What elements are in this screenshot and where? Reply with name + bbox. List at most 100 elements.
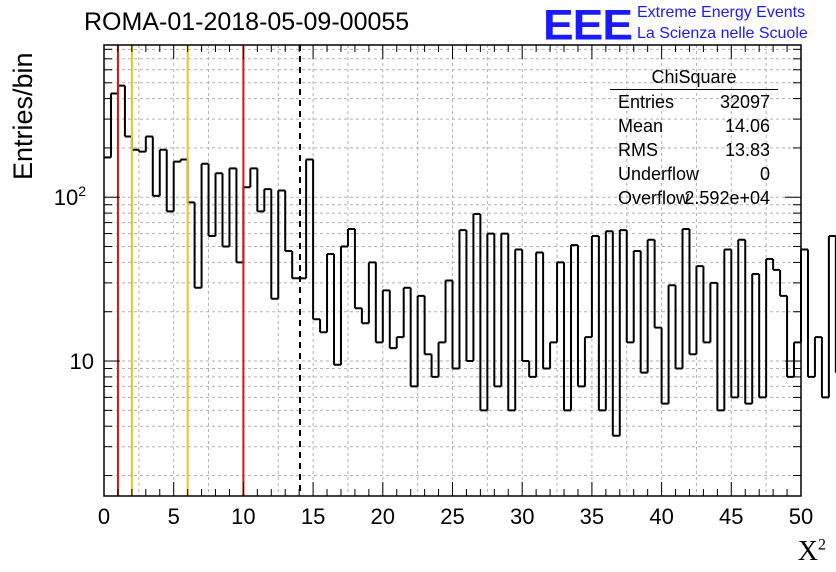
histogram-bin: [786, 295, 795, 378]
histogram-bin: [165, 149, 174, 213]
histogram-bin: [235, 168, 244, 264]
histogram-bin: [737, 238, 746, 398]
histogram-bin: [500, 232, 509, 387]
histogram-bin: [228, 167, 237, 247]
histogram-bin: [618, 229, 627, 436]
histogram-bin: [723, 248, 732, 411]
histogram-bin: [402, 286, 411, 338]
histogram-bin: [674, 285, 683, 370]
histogram-bin: [751, 272, 760, 404]
histogram-bin: [221, 173, 230, 248]
histogram-bin: [109, 92, 118, 158]
stats-key: Overflow: [618, 188, 690, 208]
stats-value: 32097: [719, 92, 770, 112]
histogram-bin: [430, 354, 439, 378]
histogram-bin: [179, 158, 188, 162]
stats-title: ChiSquare: [610, 66, 778, 90]
y-tick-label: 10: [70, 349, 94, 374]
histogram-bin: [702, 266, 711, 344]
stats-value: 2.592e+04: [684, 188, 770, 208]
histogram-bin: [158, 148, 167, 196]
logo-caption-line1: Extreme Energy Events: [637, 4, 806, 21]
stats-value: 14.06: [724, 116, 770, 136]
x-tick-label: 25: [440, 504, 464, 529]
histogram-bin: [144, 135, 153, 152]
histogram-bin: [465, 230, 474, 363]
histogram-bin: [381, 289, 390, 343]
histogram-bin: [214, 172, 223, 236]
stats-row-entries: Entries 32097: [610, 90, 778, 114]
x-tick-label: 0: [98, 504, 110, 529]
x-axis-label-base: X: [797, 536, 818, 567]
histogram-bin: [820, 337, 829, 399]
histogram-bin: [793, 341, 801, 377]
histogram-bin: [535, 251, 544, 377]
histogram-bin: [569, 244, 578, 411]
y-axis-label: Entries/bin: [8, 52, 38, 180]
histogram-bin: [716, 282, 725, 412]
stats-row-mean: Mean 14.06: [610, 114, 778, 138]
histogram-bin: [333, 254, 341, 366]
histogram-bin: [472, 213, 481, 362]
x-tick-label: 20: [371, 504, 395, 529]
histogram-bin: [514, 248, 523, 411]
histogram-bin: [116, 84, 125, 94]
histogram-bin: [186, 159, 195, 204]
histogram-bin: [646, 238, 655, 373]
x-tick-label: 50: [789, 504, 813, 529]
x-tick-label: 5: [168, 504, 180, 529]
histogram-bin: [200, 162, 209, 288]
histogram-bin: [709, 281, 718, 343]
histogram-bin: [242, 186, 251, 263]
histogram-bin: [172, 160, 181, 212]
histogram-bin: [249, 167, 258, 188]
histogram-bin: [137, 149, 146, 153]
histogram-bin: [597, 235, 606, 412]
histogram-bin: [688, 228, 697, 356]
histogram-bars: [104, 84, 836, 437]
histogram-bin: [744, 239, 753, 405]
histogram-bin: [507, 233, 516, 412]
histogram-bin: [583, 336, 592, 387]
histogram-bin: [305, 158, 314, 279]
histogram-bin: [395, 336, 404, 349]
stats-key: Mean: [618, 116, 664, 136]
histogram-bin: [346, 227, 355, 247]
histogram-bin: [667, 284, 676, 404]
histogram-bin: [528, 361, 537, 378]
stats-row-overflow: Overflow 2.592e+04: [610, 186, 778, 210]
histogram-bin: [256, 168, 265, 213]
histogram-bin: [827, 234, 836, 398]
x-tick-label: 15: [301, 504, 325, 529]
histogram-bin: [451, 280, 460, 370]
histogram-bin: [765, 257, 774, 398]
histogram-bin: [388, 290, 397, 350]
histogram-bin: [806, 249, 815, 378]
histogram-bin: [360, 308, 369, 325]
histogram-bin: [270, 189, 279, 300]
histogram-bin: [549, 341, 558, 369]
x-tick-label: 10: [231, 504, 255, 529]
logo-caption-line2: La Scienza nelle Scuole: [637, 25, 808, 42]
histogram-bin: [207, 163, 216, 237]
histogram-bin: [326, 253, 335, 333]
stats-key: RMS: [618, 140, 658, 160]
histogram-bin: [813, 336, 822, 377]
y-tick-label: 102: [54, 183, 86, 210]
histogram-bin: [556, 261, 565, 343]
histogram-bin: [353, 228, 362, 310]
histogram-bin: [604, 230, 613, 411]
histogram-bin: [151, 136, 160, 197]
histogram-bin: [423, 295, 432, 356]
axis-ticks: 0 5 10 15 20 25 30 35 40 45 50 10 102: [54, 45, 813, 529]
histogram-bin: [367, 261, 376, 324]
histogram-bin: [493, 233, 502, 388]
histogram-bin: [730, 249, 739, 399]
histogram-bin: [542, 252, 551, 370]
x-tick-label: 30: [510, 504, 534, 529]
histogram-bin: [312, 159, 321, 321]
histogram-bin: [639, 250, 648, 374]
histogram-bin: [319, 319, 328, 334]
histogram-bin: [625, 230, 634, 344]
